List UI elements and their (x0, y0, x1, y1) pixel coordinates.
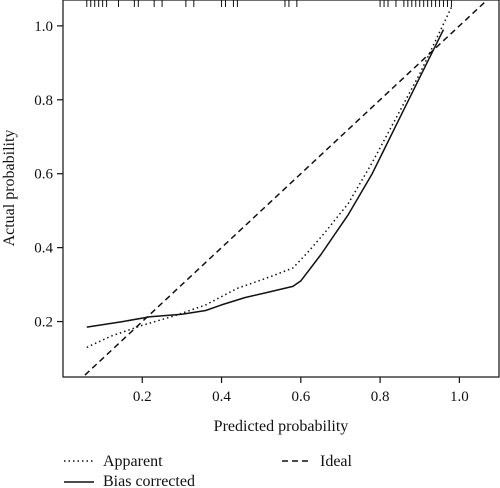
x-tick-label: 0.6 (291, 389, 310, 405)
legend: Apparent Bias corrected Ideal (64, 453, 353, 488)
series-line-bias-corrected (86, 29, 445, 328)
y-tick-label: 0.8 (34, 93, 53, 109)
series-line-ideal (81, 0, 489, 377)
y-axis-ticks: 0.2 0.4 0.6 0.8 1.0 (34, 19, 63, 331)
x-axis-ticks: 0.2 0.4 0.6 0.8 1.0 (133, 377, 469, 405)
y-tick-label: 1.0 (34, 19, 53, 35)
y-tick-label: 0.2 (34, 315, 53, 331)
x-tick-label: 1.0 (450, 389, 469, 405)
y-tick-label: 0.6 (34, 167, 53, 183)
legend-label-bias-corrected: Bias corrected (103, 473, 195, 488)
series-lines (81, 0, 489, 377)
x-axis-label: Predicted probability (214, 418, 349, 435)
y-tick-label: 0.4 (34, 241, 53, 257)
x-tick-label: 0.2 (133, 389, 152, 405)
plot-frame (62, 0, 500, 378)
rug-marks (86, 0, 452, 7)
series-line-apparent (86, 7, 453, 349)
x-tick-label: 0.4 (212, 389, 231, 405)
legend-label-apparent: Apparent (103, 453, 163, 470)
legend-label-ideal: Ideal (320, 453, 353, 470)
x-tick-label: 0.8 (371, 389, 390, 405)
y-axis-label: Actual probability (1, 130, 18, 247)
